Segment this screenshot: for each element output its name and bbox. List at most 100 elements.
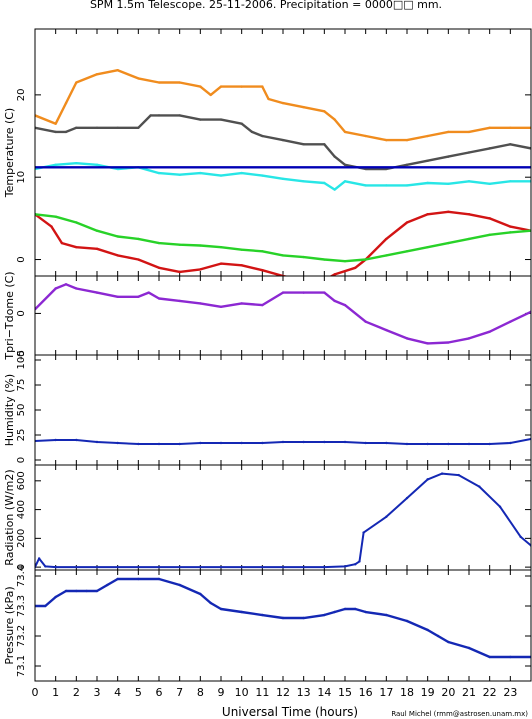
- data-point: [54, 287, 57, 290]
- data-point: [333, 188, 336, 191]
- data-point: [95, 73, 99, 76]
- data-point: [509, 126, 512, 129]
- y-axis-title: Tpri−Tdome (C): [3, 271, 16, 360]
- series-temperature-2: [35, 161, 531, 191]
- data-point: [199, 302, 202, 305]
- data-point: [302, 291, 305, 294]
- data-point: [447, 241, 450, 245]
- data-point: [519, 535, 522, 539]
- data-point: [75, 287, 78, 290]
- data-point: [447, 182, 450, 185]
- data-point: [240, 85, 243, 88]
- y-tick-label: 10: [16, 171, 27, 184]
- data-point: [467, 213, 471, 216]
- x-tick-label: 23: [503, 686, 517, 699]
- x-tick-label: 11: [255, 686, 269, 699]
- data-point: [137, 577, 140, 581]
- data-point: [509, 441, 512, 445]
- data-point: [343, 163, 347, 167]
- data-point: [199, 592, 202, 596]
- data-point: [385, 184, 388, 187]
- data-point: [240, 302, 243, 305]
- data-point: [509, 143, 512, 146]
- data-point: [178, 243, 181, 246]
- data-point: [199, 171, 202, 175]
- data-point: [488, 442, 491, 446]
- data-point: [343, 303, 347, 307]
- data-point: [447, 442, 450, 446]
- x-tick-label: 16: [359, 686, 373, 699]
- data-point: [302, 106, 305, 109]
- y-tick-label: 73.2: [16, 625, 27, 647]
- y-axis-title: Pressure (kPa): [3, 586, 16, 664]
- data-point: [405, 138, 409, 142]
- data-point: [75, 126, 78, 129]
- data-point: [405, 250, 409, 253]
- data-point: [199, 441, 202, 445]
- series-temperature-5: [35, 213, 531, 263]
- data-point: [85, 589, 88, 593]
- data-point: [405, 442, 409, 446]
- data-point: [219, 174, 223, 177]
- data-point: [209, 93, 212, 97]
- data-point: [385, 254, 388, 257]
- data-point: [426, 478, 429, 481]
- data-point: [75, 438, 78, 442]
- y-tick-label: 0: [16, 564, 27, 570]
- data-point: [447, 130, 450, 134]
- data-point: [75, 221, 78, 224]
- data-point: [364, 258, 367, 261]
- panel-frame: [34, 354, 532, 466]
- data-point: [343, 440, 347, 444]
- data-point: [323, 565, 326, 569]
- data-point: [54, 130, 57, 134]
- data-point: [178, 583, 181, 587]
- data-point: [95, 247, 99, 251]
- data-point: [447, 210, 450, 213]
- data-point: [467, 337, 471, 340]
- data-point: [426, 159, 429, 162]
- data-point: [447, 341, 450, 344]
- x-tick-label: 8: [197, 686, 204, 699]
- series-tpri_tdome-0: [35, 283, 531, 345]
- data-point: [323, 440, 326, 444]
- data-point: [157, 114, 161, 117]
- data-point: [116, 235, 119, 238]
- data-point: [405, 496, 409, 500]
- y-tick-label: 75: [16, 379, 27, 392]
- data-point: [426, 245, 429, 249]
- x-tick-label: 7: [176, 686, 183, 699]
- data-point: [147, 291, 150, 294]
- data-point: [64, 101, 68, 105]
- data-point: [219, 85, 223, 88]
- y-tick-label: 600: [16, 471, 27, 490]
- y-tick-label: 73.1: [16, 655, 27, 677]
- data-point: [137, 77, 140, 80]
- data-point: [157, 81, 161, 84]
- data-point: [385, 328, 388, 332]
- data-point: [426, 134, 429, 138]
- data-point: [240, 248, 243, 251]
- data-point: [157, 297, 161, 300]
- data-point: [95, 440, 99, 444]
- y-tick-label: 20: [16, 88, 27, 101]
- data-point: [281, 616, 285, 620]
- data-point: [157, 266, 161, 269]
- data-point: [488, 217, 491, 220]
- series-radiation-0: [35, 472, 531, 569]
- data-point: [488, 330, 491, 333]
- data-point: [199, 85, 202, 88]
- data-point: [333, 299, 336, 303]
- data-point: [261, 134, 264, 138]
- data-point: [37, 557, 41, 560]
- panel-frame: [34, 28, 532, 277]
- data-point: [95, 126, 99, 129]
- data-point: [302, 616, 305, 620]
- data-point: [240, 171, 243, 175]
- data-point: [157, 241, 161, 245]
- y-axis-title: Radiation (W/m2): [3, 469, 16, 565]
- x-tick-label: 10: [235, 686, 249, 699]
- data-point: [364, 134, 367, 138]
